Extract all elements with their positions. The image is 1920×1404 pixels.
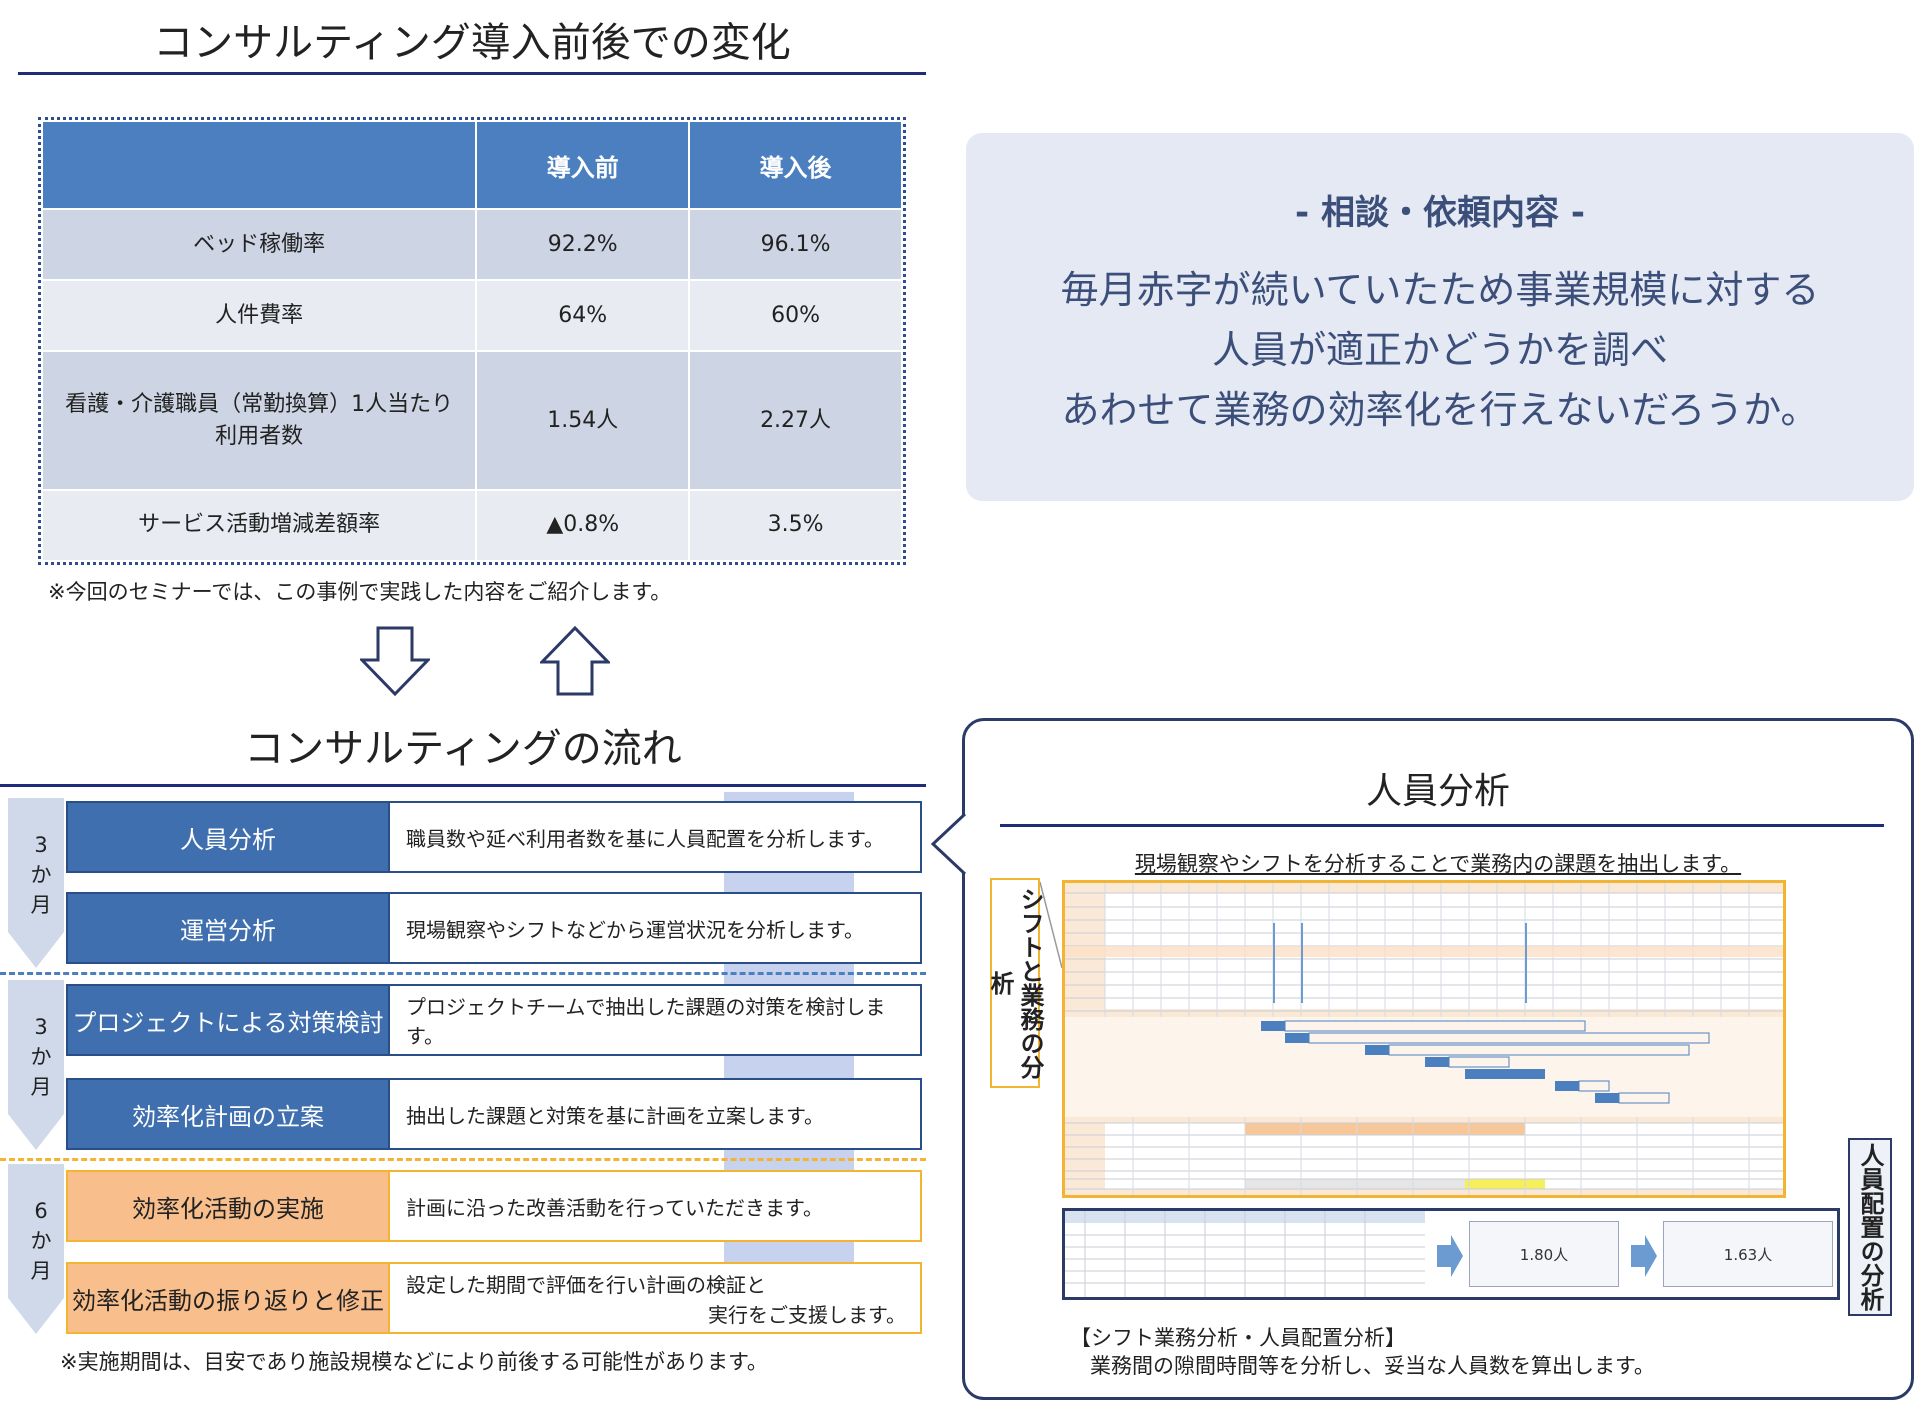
value-after: 60% (688, 279, 903, 353)
step-title: プロジェクトによる対策検討 (66, 984, 390, 1056)
shift-sheet (1062, 880, 1786, 1198)
staffing-table-image (1065, 1211, 1425, 1297)
step-description: 設定した期間で評価を行い計画の検証と 実行をご支援します。 (390, 1262, 922, 1334)
analysis-caption-body: 業務間の隙間時間等を分析し、妥当な人員数を算出します。 (1090, 1354, 1655, 1378)
period-separator (0, 972, 926, 975)
value-before: 1.54人 (475, 350, 691, 491)
table-row: 人件費率 64% 60% (40, 279, 903, 353)
value-before: ▲0.8% (475, 488, 691, 563)
step-description: 抽出した課題と対策を基に計画を立案します。 (390, 1078, 922, 1150)
value-before: 64% (475, 279, 691, 353)
up-arrow-icon (540, 626, 610, 696)
row-label: ベッド稼働率 (40, 207, 478, 282)
row-label: 看護・介護職員（常勤換算）1人当たり 利用者数 (40, 350, 478, 491)
period-chevron (8, 980, 64, 1156)
request-body: 毎月赤字が続いていたため事業規模に対する 人員が適正かどうかを調べ あわせて業務… (966, 260, 1914, 440)
staffing-sheet: 1.80人 1.63人 (1062, 1208, 1840, 1300)
row-label: サービス活動増減差額率 (40, 488, 478, 563)
result-before-box: 1.80人 (1469, 1221, 1619, 1287)
analysis-subtitle: 現場観察やシフトを分析することで業務内の課題を抽出します。 (1134, 852, 1742, 876)
period-note: ※実施期間は、目安であり施設規模などにより前後する可能性があります。 (60, 1350, 768, 1374)
step-description: プロジェクトチームで抽出した課題の対策を検討します。 (390, 984, 922, 1056)
flow-title-rule (0, 784, 926, 787)
step-title: 運営分析 (66, 892, 390, 964)
table-header-blank (40, 120, 478, 210)
callout-pointer (930, 812, 971, 880)
step-title: 効率化活動の振り返りと修正 (66, 1262, 390, 1334)
comparison-title-rule (18, 72, 926, 75)
result-arrow-icon (1631, 1235, 1657, 1281)
step-description: 計画に沿った改善活動を行っていただきます。 (390, 1170, 922, 1242)
request-box: - 相談・依頼内容 - 毎月赤字が続いていたため事業規模に対する 人員が適正かど… (966, 133, 1914, 501)
value-after: 2.27人 (688, 350, 903, 491)
table-row: 看護・介護職員（常勤換算）1人当たり 利用者数 1.54人 2.27人 (40, 350, 903, 491)
shift-grid-image (1065, 883, 1783, 1195)
request-heading: - 相談・依頼内容 - (1295, 193, 1585, 233)
step-description: 職員数や延べ利用者数を基に人員配置を分析します。 (390, 801, 922, 873)
analysis-title: 人員分析 (1365, 771, 1510, 812)
value-before: 92.2% (475, 207, 691, 282)
staffing-analysis-label: 人員配置の分析 (1848, 1138, 1892, 1316)
request-line: 人員が適正かどうかを調べ (1211, 328, 1668, 372)
step-description: 現場観察やシフトなどから運営状況を分析します。 (390, 892, 922, 964)
result-arrow-icon (1437, 1235, 1463, 1281)
value-after: 96.1% (688, 207, 903, 282)
period-separator (0, 1158, 926, 1161)
table-header-before: 導入前 (475, 120, 691, 210)
label-connector (1039, 880, 1064, 974)
comparison-table-frame: 導入前 導入後 ベッド稼働率 92.2% 96.1% 人件費率 64% 60% … (38, 117, 906, 565)
step-title: 人員分析 (66, 801, 390, 873)
period-chevron (8, 1164, 64, 1340)
request-line: あわせて業務の効率化を行えないだろうか。 (1061, 388, 1819, 432)
step-title: 効率化活動の実施 (66, 1170, 390, 1242)
table-row: サービス活動増減差額率 ▲0.8% 3.5% (40, 488, 903, 563)
down-arrow-icon (360, 626, 430, 696)
row-label: 人件費率 (40, 279, 478, 353)
result-before-value: 1.80人 (1519, 1245, 1569, 1264)
step-title: 効率化計画の立案 (66, 1078, 390, 1150)
comparison-title: コンサルティング導入前後での変化 (153, 20, 791, 66)
seminar-note: ※今回のセミナーでは、この事例で実践した内容をご紹介します。 (48, 580, 672, 604)
value-after: 3.5% (688, 488, 903, 563)
table-row: ベッド稼働率 92.2% 96.1% (40, 207, 903, 282)
request-line: 毎月赤字が続いていたため事業規模に対する (1060, 268, 1820, 312)
shift-analysis-label: シフトと業務の分析 (986, 878, 1044, 1088)
result-after-value: 1.63人 (1723, 1245, 1773, 1264)
table-header-after: 導入後 (688, 120, 903, 210)
comparison-table: 導入前 導入後 ベッド稼働率 92.2% 96.1% 人件費率 64% 60% … (40, 120, 903, 563)
result-after-box: 1.63人 (1663, 1221, 1833, 1287)
analysis-title-rule (1000, 824, 1884, 827)
analysis-caption-title: 【シフト業務分析・人員配置分析】 (1070, 1326, 1406, 1350)
flow-title: コンサルティングの流れ (244, 726, 682, 772)
period-chevron (8, 798, 64, 974)
